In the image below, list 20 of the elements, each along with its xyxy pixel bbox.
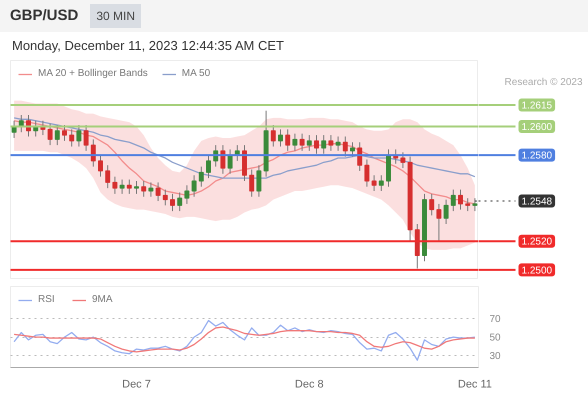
ref-line-label: 1.2520 — [522, 236, 553, 248]
text: Research © 2023 — [504, 77, 583, 88]
ref-line-label: 1.2548 — [522, 196, 553, 208]
ref-line-label: 1.2600 — [522, 122, 553, 133]
legend-label: MA 20 + Bollinger Bands — [38, 68, 148, 79]
x-tick-label: Dec 8 — [294, 378, 324, 390]
legend-label: 9MA — [92, 294, 113, 305]
legend-label: MA 50 — [182, 68, 210, 79]
ref-line-label: 1.2615 — [522, 100, 553, 112]
x-tick-label: Dec 11 — [458, 378, 492, 390]
y-tick-label: 30 — [490, 351, 502, 362]
y-tick-label: 70 — [490, 314, 502, 326]
legend-label: RSI — [38, 294, 56, 305]
x-tick-label: Dec 7 — [122, 378, 151, 390]
text: Monday, December 11, 2023 12:44:35 AM CET — [12, 37, 284, 55]
chart-subtitle: 30 MIN — [90, 4, 142, 28]
y-tick-label: 50 — [490, 332, 502, 344]
ref-line-label: 1.2580 — [522, 150, 553, 162]
ref-line-label: 1.2500 — [522, 265, 553, 276]
chart-title: GBP/USD — [10, 7, 78, 24]
